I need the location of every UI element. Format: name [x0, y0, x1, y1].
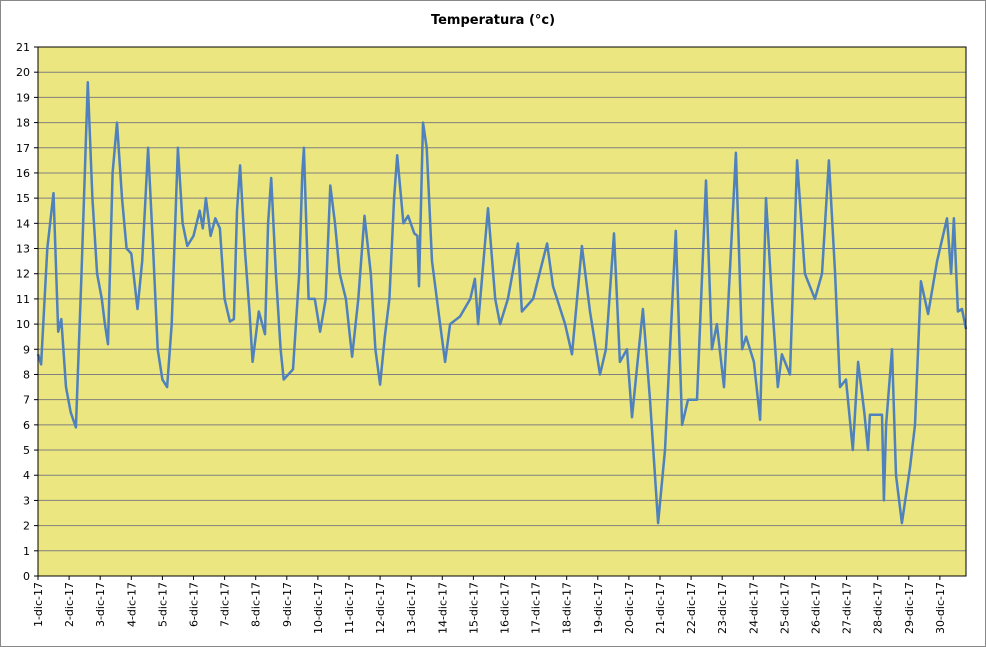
x-tick-label: 6-dic-17 — [187, 582, 200, 627]
x-tick-label: 29-dic-17 — [903, 582, 916, 634]
x-tick-label: 11-dic-17 — [343, 582, 356, 634]
y-tick-label: 1 — [23, 545, 30, 558]
x-tick-label: 26-dic-17 — [809, 582, 822, 634]
x-tick-label: 19-dic-17 — [592, 582, 605, 634]
x-tick-label: 15-dic-17 — [467, 582, 480, 634]
x-tick-label: 27-dic-17 — [841, 582, 854, 634]
y-tick-label: 2 — [23, 520, 30, 533]
y-tick-label: 11 — [16, 293, 30, 306]
y-tick-label: 13 — [16, 243, 30, 256]
x-tick-label: 22-dic-17 — [685, 582, 698, 634]
y-tick-label: 20 — [16, 66, 30, 79]
y-tick-label: 21 — [16, 41, 30, 54]
x-tick-label: 3-dic-17 — [94, 582, 107, 627]
y-tick-label: 3 — [23, 494, 30, 507]
y-tick-label: 12 — [16, 268, 30, 281]
x-tick-label: 16-dic-17 — [498, 582, 511, 634]
y-tick-label: 9 — [23, 343, 30, 356]
temperature-line — [36, 81, 968, 525]
y-tick-label: 8 — [23, 368, 30, 381]
x-tick-label: 9-dic-17 — [281, 582, 294, 627]
x-tick-label: 8-dic-17 — [250, 582, 263, 627]
y-tick-label: 19 — [16, 91, 30, 104]
x-tick-label: 17-dic-17 — [530, 582, 543, 634]
y-tick-label: 10 — [16, 318, 30, 331]
y-tick-label: 14 — [16, 217, 30, 230]
x-tick-label: 23-dic-17 — [716, 582, 729, 634]
y-tick-label: 0 — [23, 570, 30, 583]
x-tick-label: 4-dic-17 — [125, 582, 138, 627]
x-tick-label: 14-dic-17 — [436, 582, 449, 634]
y-tick-label: 16 — [16, 167, 30, 180]
x-tick-label: 5-dic-17 — [156, 582, 169, 627]
y-tick-label: 7 — [23, 394, 30, 407]
chart-title: Temperatura (°c) — [431, 13, 555, 28]
x-tick-label: 18-dic-17 — [561, 582, 574, 634]
y-tick-label: 18 — [16, 117, 30, 130]
x-tick-label: 25-dic-17 — [778, 582, 791, 634]
x-tick-label: 28-dic-17 — [872, 582, 885, 634]
y-tick-label: 5 — [23, 444, 30, 457]
x-tick-label: 10-dic-17 — [312, 582, 325, 634]
x-tick-label: 24-dic-17 — [747, 582, 760, 634]
x-tick-label: 30-dic-17 — [934, 582, 947, 634]
x-tick-label: 12-dic-17 — [374, 582, 387, 634]
x-tick-label: 21-dic-17 — [654, 582, 667, 634]
plot-area — [38, 47, 966, 576]
y-tick-label: 4 — [23, 469, 30, 482]
x-tick-label: 2-dic-17 — [63, 582, 76, 627]
y-tick-label: 6 — [23, 419, 30, 432]
y-tick-label: 15 — [16, 192, 30, 205]
x-tick-label: 20-dic-17 — [623, 582, 636, 634]
x-tick-label: 13-dic-17 — [405, 582, 418, 634]
y-tick-label: 17 — [16, 142, 30, 155]
plot-border — [37, 46, 967, 577]
x-tick-label: 1-dic-17 — [32, 582, 45, 627]
x-tick-label: 7-dic-17 — [219, 582, 232, 627]
